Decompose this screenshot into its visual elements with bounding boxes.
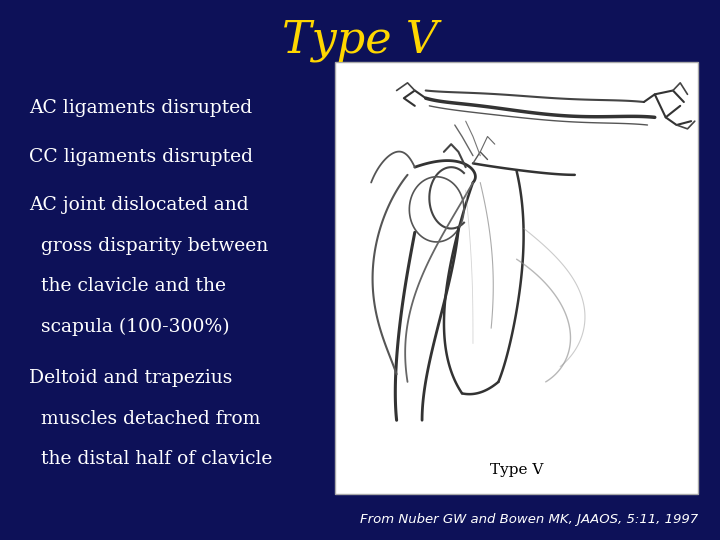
Text: scapula (100-300%): scapula (100-300%) [29, 318, 230, 336]
Text: Type V: Type V [282, 19, 438, 62]
Text: CC ligaments disrupted: CC ligaments disrupted [29, 147, 253, 166]
Text: Deltoid and trapezius: Deltoid and trapezius [29, 369, 232, 387]
Text: AC joint dislocated and: AC joint dislocated and [29, 196, 248, 214]
Bar [335, 62, 698, 494]
Text: the clavicle and the: the clavicle and the [29, 277, 226, 295]
Text: the distal half of clavicle: the distal half of clavicle [29, 450, 272, 468]
Text: Type V: Type V [490, 463, 544, 477]
Text: AC ligaments disrupted: AC ligaments disrupted [29, 99, 252, 117]
Text: From Nuber GW and Bowen MK, JAAOS, 5:11, 1997: From Nuber GW and Bowen MK, JAAOS, 5:11,… [360, 514, 698, 526]
Text: muscles detached from: muscles detached from [29, 409, 260, 428]
Text: gross disparity between: gross disparity between [29, 237, 268, 255]
